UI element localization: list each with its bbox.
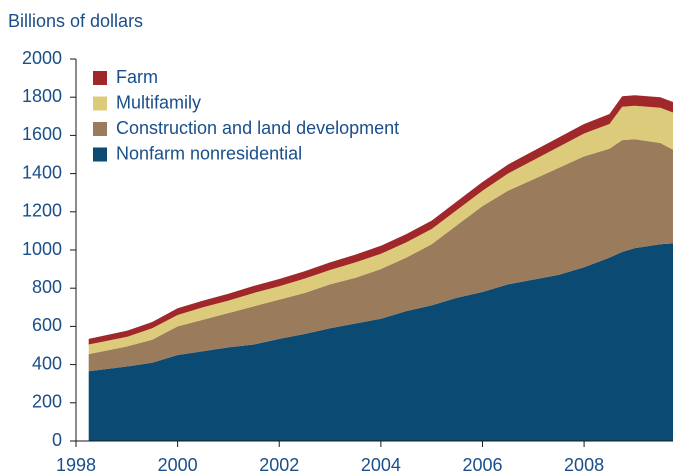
y-tick-label: 200	[32, 392, 62, 412]
legend-swatch	[93, 96, 107, 111]
y-tick-label: 1000	[22, 239, 62, 259]
x-tick-label: 2004	[361, 455, 401, 475]
y-tick-label: 400	[32, 353, 62, 373]
y-tick-label: 1600	[22, 124, 62, 144]
x-tick-label: 2008	[564, 455, 604, 475]
y-tick-label: 0	[52, 430, 62, 450]
axis-title: Billions of dollars	[8, 11, 143, 31]
y-tick-label: 2000	[22, 48, 62, 68]
x-tick-label: 2006	[462, 455, 502, 475]
area	[88, 139, 673, 372]
legend-label: Multifamily	[116, 92, 201, 112]
legend-label: Construction and land development	[116, 118, 399, 138]
x-tick-label: 2000	[158, 455, 198, 475]
area	[88, 105, 673, 355]
y-tick-label: 800	[32, 277, 62, 297]
y-tick-label: 1800	[22, 86, 62, 106]
x-tick-label: 1998	[56, 455, 96, 475]
legend-swatch	[93, 147, 107, 162]
legend-label: Farm	[116, 67, 158, 87]
area	[88, 243, 673, 441]
area	[88, 95, 673, 345]
y-tick-label: 600	[32, 315, 62, 335]
legend-label: Nonfarm nonresidential	[116, 143, 302, 163]
legend-swatch	[93, 122, 107, 136]
x-tick-label: 2002	[259, 455, 299, 475]
legend-swatch	[93, 71, 107, 85]
y-tick-label: 1200	[22, 201, 62, 221]
y-tick-label: 1400	[22, 162, 62, 182]
